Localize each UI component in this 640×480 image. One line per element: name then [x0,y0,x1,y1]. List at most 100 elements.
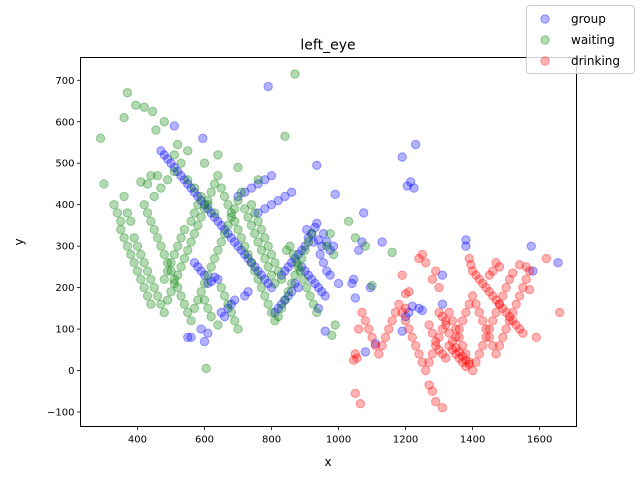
point-drinking [477,278,488,289]
point-drinking [417,249,428,260]
point-group [526,241,536,251]
point-drinking [488,340,498,351]
point-waiting [290,270,300,280]
legend-marker [540,56,550,66]
point-group [307,274,317,285]
point-waiting [203,303,213,314]
point-waiting [387,247,397,258]
point-group [219,311,230,322]
point-drinking [444,328,454,338]
point-drinking [451,343,461,353]
point-waiting [169,274,180,285]
point-drinking [397,270,407,280]
point-drinking [427,328,438,338]
point-waiting [223,299,233,309]
point-waiting [360,241,371,251]
point-group [226,233,237,243]
point-waiting [213,245,223,255]
point-drinking [414,253,424,264]
point-drinking [431,340,441,351]
point-group [203,328,213,338]
point-drinking [404,287,414,297]
point-drinking [501,282,511,293]
series-group [156,81,563,357]
point-waiting [179,253,190,264]
point-group [328,241,339,251]
point-group [233,241,243,251]
point-group [186,332,196,343]
point-waiting [172,241,183,251]
point-waiting [203,199,213,210]
point-waiting [142,208,153,218]
point-group [353,245,364,255]
point-group [370,338,381,349]
point-drinking [400,303,411,314]
point-drinking [387,316,397,326]
point-waiting [291,258,302,268]
point-waiting [226,307,237,318]
point-waiting [142,291,153,301]
point-waiting [263,299,273,309]
point-group [253,266,263,276]
point-group [199,336,210,347]
point-drinking [488,316,498,326]
legend-marker [540,14,550,24]
point-group [461,241,471,251]
point-waiting [270,316,280,326]
point-drinking [424,320,434,330]
point-waiting [263,262,273,272]
point-drinking [451,332,461,343]
point-drinking [501,307,511,318]
point-group [256,270,267,280]
point-drinking [524,284,535,295]
point-waiting [176,291,186,301]
point-drinking [451,349,461,359]
point-group [270,307,280,318]
point-drinking [531,332,541,343]
point-waiting [223,199,233,210]
point-waiting [250,208,260,218]
point-waiting [246,258,257,268]
point-waiting [95,133,106,144]
point-drinking [464,299,474,309]
point-waiting [162,258,173,268]
point-drinking [353,324,364,334]
point-waiting [250,229,260,239]
point-group [286,258,297,268]
point-group [223,229,233,239]
point-waiting [186,237,196,247]
point-drinking [457,316,468,326]
point-group [312,218,322,229]
point-waiting [169,249,180,260]
point-drinking [494,340,505,351]
point-waiting [176,158,186,168]
point-waiting [296,253,307,264]
point-waiting [172,139,183,150]
legend-entry-group: group [540,12,606,26]
point-waiting [132,266,143,276]
point-waiting [196,212,206,222]
point-waiting [151,125,161,135]
point-waiting [300,245,310,255]
point-group [260,274,270,285]
point-waiting [122,208,133,218]
point-waiting [253,175,263,185]
point-drinking [508,268,518,278]
point-group [276,299,287,309]
point-group [263,278,273,289]
point-group [199,199,210,210]
point-waiting [219,191,230,202]
point-waiting [233,195,243,206]
point-drinking [461,361,471,372]
point-drinking [481,324,491,334]
point-drinking [541,253,552,264]
point-waiting [219,229,230,239]
point-drinking [498,291,508,301]
point-waiting [276,303,287,314]
x-tick-label: 1400 [460,435,485,446]
point-group [325,245,335,255]
point-group [320,291,330,301]
point-group [303,233,314,243]
point-waiting [126,249,136,260]
point-waiting [233,224,243,235]
